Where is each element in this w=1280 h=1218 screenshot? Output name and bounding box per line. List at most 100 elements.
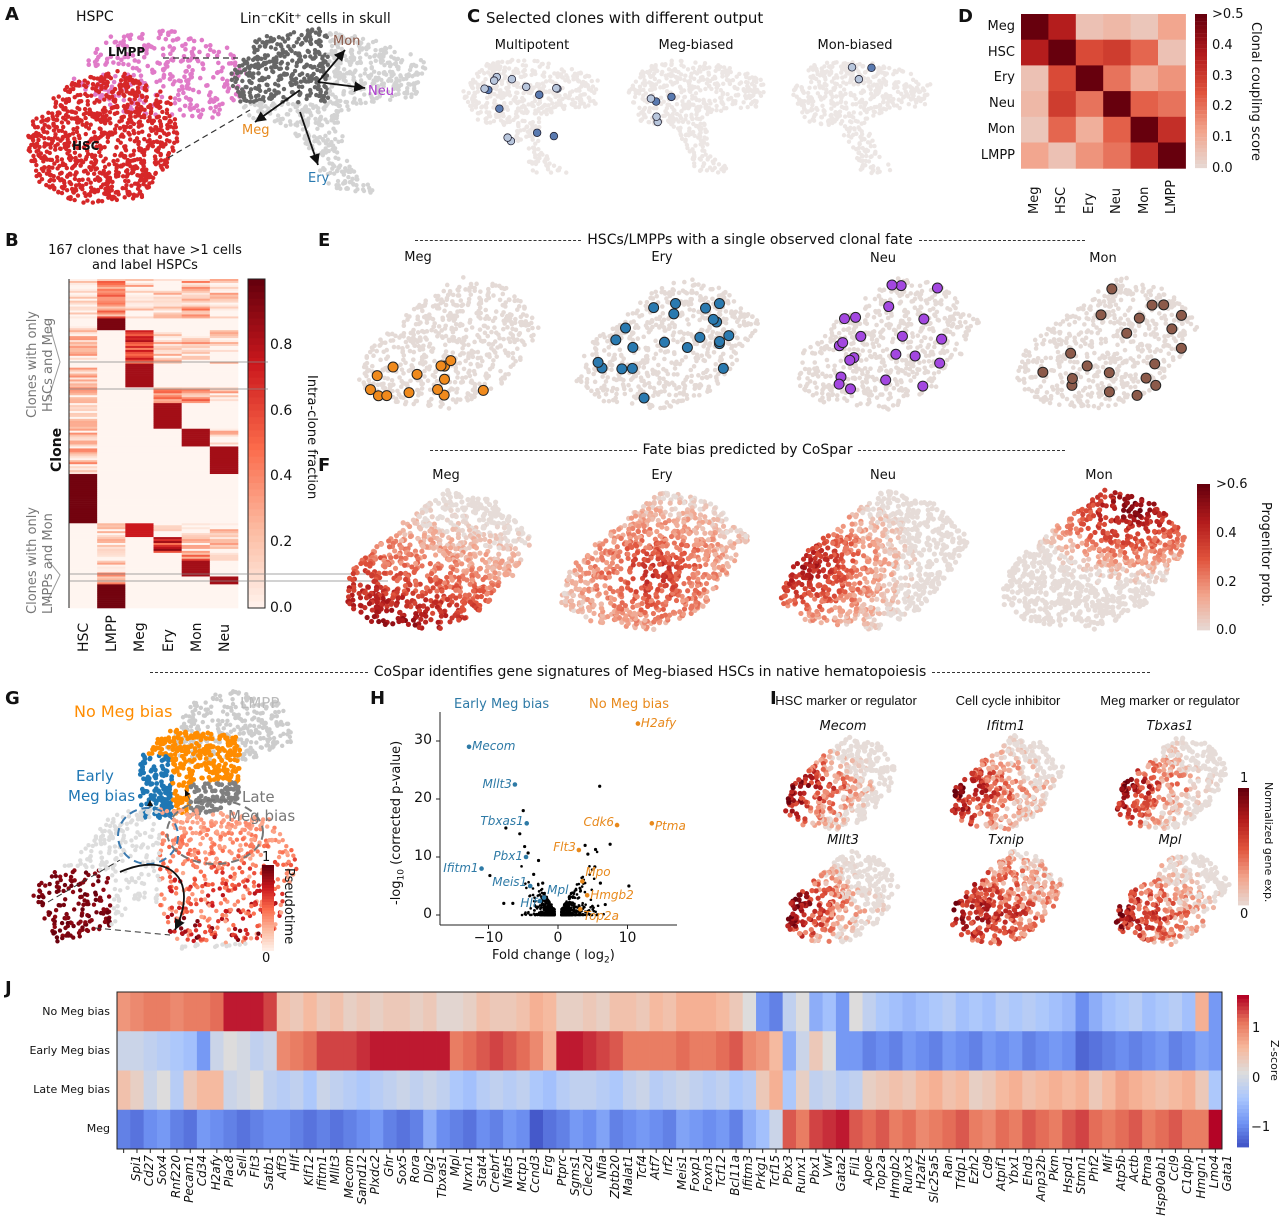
clone-cell-Neu	[209, 485, 239, 489]
clone-cell-Ery	[153, 336, 182, 339]
cell-point	[843, 91, 848, 97]
cell-point	[100, 130, 105, 135]
cell-point	[127, 132, 132, 137]
clone-cell-Ery	[153, 442, 182, 445]
cell-point	[559, 67, 564, 72]
colorbar-b-segment	[248, 410, 265, 418]
cell-point	[498, 88, 503, 93]
clone-cell-Mon	[181, 523, 211, 526]
clone-cell-LMPP	[97, 357, 126, 361]
cell-point	[741, 88, 747, 93]
cell-point	[160, 46, 166, 51]
cell-point	[847, 79, 853, 85]
clone-cell-Neu	[209, 556, 239, 560]
cell-point	[148, 106, 154, 111]
clone-cell-Ery	[153, 347, 182, 351]
colorbar-d-segment	[1195, 156, 1207, 161]
coupling-cell-HSC-Neu	[1103, 39, 1132, 66]
clone-cell-LMPP	[97, 474, 126, 477]
clone-cell-LMPP	[97, 288, 126, 292]
clone-cell-Ery	[153, 546, 182, 550]
clone-cell-Neu	[209, 462, 239, 465]
clone-cell-Ery	[153, 306, 182, 309]
cell-point	[681, 64, 686, 69]
cell-point	[714, 108, 719, 113]
clone-cell-Ery	[153, 578, 182, 581]
cell-point	[172, 96, 178, 101]
clone-cell-Mon	[181, 430, 211, 433]
cell-point	[887, 105, 892, 110]
clone-cell-Meg	[125, 517, 154, 520]
cell-point	[691, 66, 696, 71]
clone-cell-Meg	[125, 602, 154, 605]
cell-point	[862, 120, 867, 126]
cell-point	[317, 123, 323, 128]
cell-point	[147, 137, 152, 143]
cell-point	[85, 102, 91, 107]
cell-point	[878, 85, 884, 90]
cell-point	[484, 120, 489, 125]
cell-point	[78, 185, 83, 190]
clone-cell-Mon	[181, 310, 211, 313]
clone-cell-Ery	[153, 533, 182, 536]
clone-cell-Neu	[209, 574, 239, 577]
cell-point	[131, 152, 136, 157]
clone-cell-Mon	[181, 517, 211, 520]
cell-point	[485, 70, 491, 75]
clone-cell-Mon	[181, 418, 211, 422]
cell-point	[536, 106, 542, 112]
clone-cell-Mon	[181, 424, 211, 428]
clone-cell-LMPP	[97, 479, 126, 483]
cell-point	[157, 78, 163, 83]
cell-point	[136, 120, 141, 126]
cell-point	[415, 80, 421, 85]
cell-point	[831, 76, 837, 81]
clone-cell-HSC	[69, 519, 98, 522]
clone-cell-Mon	[181, 304, 211, 307]
cell-point	[719, 167, 724, 172]
cell-point	[111, 79, 117, 85]
cell-point	[323, 150, 329, 155]
cell-point	[886, 162, 891, 167]
cell-point	[307, 39, 313, 45]
cell-point	[578, 101, 583, 107]
clone-cell-HSC	[69, 349, 98, 353]
cell-point	[296, 57, 302, 63]
cell-point	[275, 42, 280, 47]
cell-point	[280, 116, 285, 122]
cell-point	[364, 52, 369, 57]
clone-cell-Ery	[153, 334, 182, 337]
clone-cell-Mon	[181, 489, 211, 493]
clone-cell-LMPP	[97, 326, 126, 329]
clone-cell	[646, 94, 656, 103]
cell-point	[864, 116, 870, 121]
clone-cell-HSC	[69, 371, 98, 374]
cell-point	[76, 178, 81, 183]
clone-cell-HSC	[69, 338, 98, 341]
clone-cell-Meg	[125, 316, 154, 319]
clone-cell-Mon	[181, 397, 211, 400]
cell-point	[288, 107, 293, 113]
clone-cell-Neu	[209, 424, 239, 428]
cell-point	[337, 103, 343, 108]
clone-cell-HSC	[69, 381, 98, 384]
cell-point	[383, 45, 388, 51]
cell-point	[40, 114, 45, 119]
cell-point	[186, 64, 192, 69]
cell-point	[351, 77, 356, 82]
clone-cell-LMPP	[97, 590, 126, 593]
clone-cell-Neu	[209, 412, 239, 416]
cell-point	[33, 168, 39, 173]
clone-cell-LMPP	[97, 527, 126, 530]
cell-point	[136, 68, 142, 73]
clone-cell-Mon	[181, 481, 211, 485]
clone-cell-HSC	[69, 353, 98, 357]
cell-point	[62, 145, 67, 150]
cell-point	[515, 101, 520, 106]
cell-point	[500, 291, 506, 297]
clone-cell-LMPP	[97, 574, 126, 577]
cell-point	[664, 83, 670, 88]
cell-point	[104, 182, 110, 188]
clone-cell-Mon	[181, 440, 211, 443]
cell-point	[240, 78, 245, 84]
